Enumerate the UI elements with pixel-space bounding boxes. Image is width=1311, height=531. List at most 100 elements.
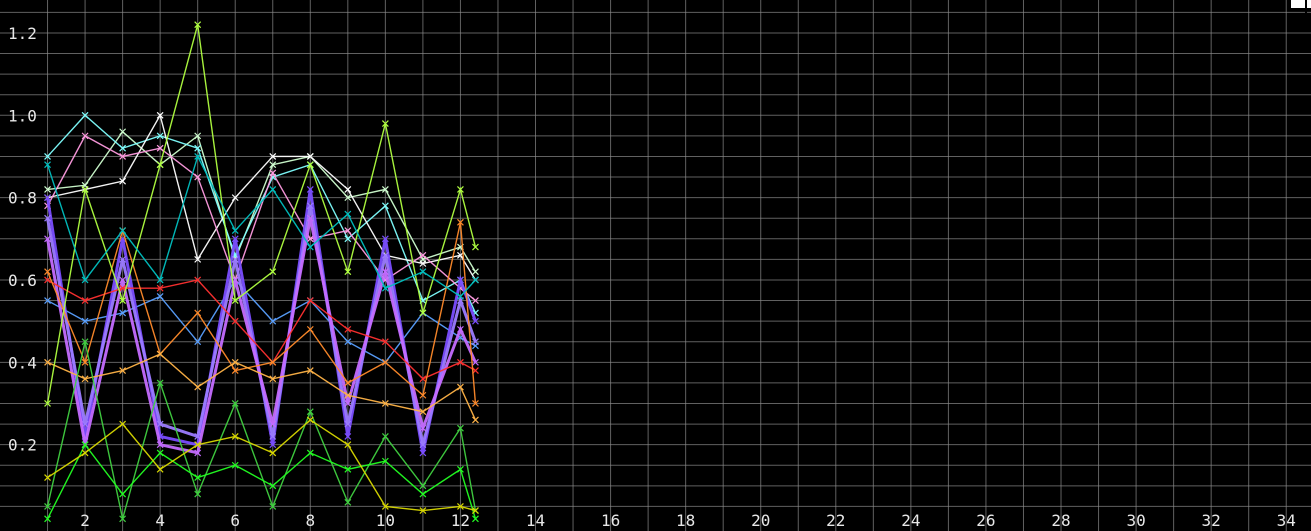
data-point: [44, 474, 51, 482]
data-point: [119, 128, 127, 136]
data-point: [119, 177, 127, 185]
x-tick-label: 24: [901, 511, 920, 530]
data-point: [194, 276, 202, 284]
data-point: [472, 338, 479, 346]
data-point: [472, 515, 479, 523]
y-tick-label: 0.2: [8, 436, 37, 455]
data-point: [269, 169, 277, 177]
data-point: [472, 276, 479, 284]
data-point: [269, 185, 277, 193]
data-point: [419, 251, 427, 259]
series-line: [46, 341, 477, 519]
data-point: [156, 144, 164, 152]
data-point: [119, 490, 127, 498]
data-point: [156, 350, 164, 358]
data-point: [81, 358, 89, 366]
data-point: [457, 185, 464, 193]
data-point: [44, 358, 51, 366]
data-point: [344, 465, 352, 473]
x-tick-label: 12: [451, 511, 470, 530]
data-point: [269, 432, 277, 440]
data-point: [231, 461, 239, 469]
data-point: [419, 391, 427, 399]
data-point: [306, 243, 314, 251]
data-point: [344, 338, 352, 346]
data-point: [306, 416, 314, 424]
data-point: [457, 293, 464, 300]
data-point: [457, 383, 464, 391]
data-point: [344, 268, 352, 276]
x-tick-label: 16: [601, 511, 620, 530]
data-point: [344, 400, 352, 407]
y-tick-label: 1.0: [8, 106, 37, 125]
data-point: [419, 309, 427, 317]
data-point: [194, 383, 202, 391]
data-point: [156, 284, 164, 292]
data-point: [194, 153, 202, 160]
data-point: [472, 358, 479, 366]
data-point: [119, 515, 127, 523]
data-point: [381, 284, 389, 292]
data-point: [306, 449, 314, 457]
data-point: [156, 420, 164, 428]
data-point: [269, 482, 277, 490]
data-point: [269, 161, 277, 169]
data-point: [419, 408, 427, 416]
data-point: [344, 235, 352, 243]
data-point: [156, 379, 164, 387]
data-point: [231, 317, 239, 325]
data-point: [419, 449, 427, 457]
series-line: [46, 24, 477, 404]
data-point: [472, 297, 479, 304]
x-tick-label: 32: [1202, 511, 1221, 530]
data-point: [194, 449, 202, 457]
x-tick-label: 26: [976, 511, 995, 530]
data-point: [119, 276, 127, 284]
data-point: [231, 235, 239, 243]
data-point: [119, 144, 127, 152]
data-point: [156, 132, 164, 140]
data-point: [44, 297, 51, 304]
data-point: [156, 111, 164, 119]
data-point: [231, 194, 239, 202]
data-point: [419, 268, 427, 276]
data-point: [306, 202, 314, 210]
data-point: [381, 185, 389, 193]
data-point: [344, 498, 352, 506]
data-point: [457, 276, 464, 284]
data-point: [119, 297, 127, 304]
data-point: [344, 194, 352, 202]
data-point: [381, 400, 389, 407]
data-point: [457, 465, 464, 473]
data-point: [119, 255, 127, 263]
data-point: [381, 338, 389, 346]
data-point: [306, 367, 314, 374]
x-tick-label: 2: [80, 511, 90, 530]
data-point: [194, 441, 202, 449]
y-tick-label: 0.8: [8, 189, 37, 208]
data-point: [119, 153, 127, 160]
data-point: [44, 268, 51, 276]
x-tick-label: 4: [155, 511, 165, 530]
data-point: [269, 317, 277, 325]
data-point: [344, 227, 352, 234]
y-tick-label: 1.2: [8, 24, 37, 43]
data-point: [269, 502, 277, 510]
data-point: [381, 268, 389, 276]
data-point: [381, 432, 389, 440]
data-point: [344, 391, 352, 399]
data-point: [269, 449, 277, 457]
data-point: [194, 132, 202, 140]
series-line: [46, 443, 477, 520]
data-point: [306, 325, 314, 333]
data-point: [156, 441, 164, 449]
data-point: [81, 297, 89, 304]
data-point: [194, 490, 202, 498]
data-point: [194, 255, 202, 263]
data-point: [194, 309, 202, 317]
data-point: [156, 449, 164, 457]
series-layer: [44, 21, 479, 523]
data-point: [231, 227, 239, 234]
data-point: [194, 144, 202, 152]
